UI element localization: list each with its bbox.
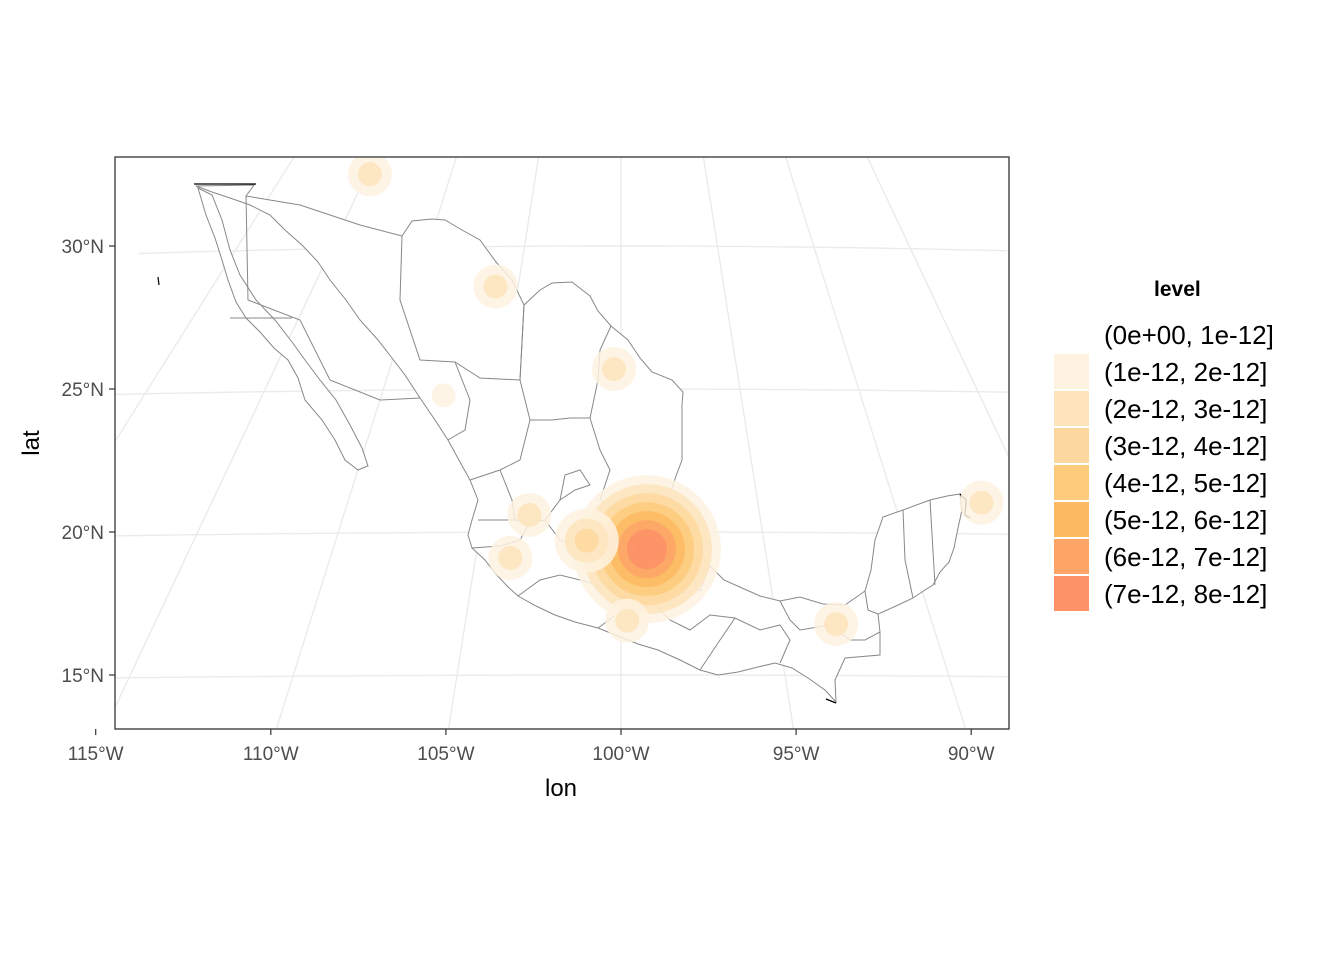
legend-label: (4e-12, 5e-12]	[1104, 468, 1267, 498]
baja-california	[197, 187, 369, 471]
legend-label: (6e-12, 7e-12]	[1104, 542, 1267, 572]
mexico-mainland	[195, 184, 963, 704]
x-axis: 115°W 110°W 105°W 100°W 95°W 90°W	[68, 729, 995, 765]
y-tick-label: 30°N	[62, 237, 104, 258]
density-hotspot	[431, 383, 456, 408]
parallel-line	[0, 818, 1344, 826]
legend: (0e+00, 1e-12] (1e-12, 2e-12] (2e-12, 3e-1…	[1054, 317, 1274, 611]
legend-label: (0e+00, 1e-12]	[1104, 320, 1274, 350]
density-contour	[357, 162, 382, 187]
parallel-line	[251, 103, 917, 111]
legend-swatch	[1054, 539, 1089, 574]
density-hotspot	[473, 264, 518, 309]
x-tick-label: 100°W	[592, 744, 649, 765]
x-tick-label: 105°W	[417, 744, 474, 765]
country-outline-south	[825, 698, 837, 704]
legend-label: (5e-12, 6e-12]	[1104, 505, 1267, 535]
density-hotspot	[554, 508, 619, 573]
density-hotspot	[488, 535, 533, 580]
density-hotspot	[347, 157, 392, 197]
legend-swatch	[1054, 502, 1089, 537]
meridian-line	[866, 157, 1009, 460]
density-contour	[824, 612, 849, 637]
legend-title: level	[1154, 278, 1201, 301]
legend-swatch	[1054, 465, 1089, 500]
legend-label: (1e-12, 2e-12]	[1104, 357, 1267, 387]
density-hotspot	[605, 598, 650, 643]
x-axis-title: lon	[545, 775, 577, 802]
legend-swatch	[1054, 576, 1089, 611]
density-contour	[602, 356, 627, 381]
y-tick-label: 15°N	[62, 666, 104, 687]
meridian-line	[702, 157, 795, 729]
density-hotspot	[572, 475, 721, 624]
density-contour	[969, 490, 994, 515]
legend-label: (2e-12, 3e-12]	[1104, 394, 1267, 424]
density-hotspot	[507, 492, 552, 537]
legend-label: (3e-12, 4e-12]	[1104, 431, 1267, 461]
meridian-line	[784, 157, 967, 729]
y-axis-title: lat	[18, 430, 45, 456]
x-tick-label: 90°W	[948, 744, 995, 765]
density-hotspot	[814, 602, 859, 647]
x-tick-label: 110°W	[243, 744, 299, 765]
x-tick-label: 115°W	[68, 744, 124, 765]
x-tick-label: 95°W	[773, 744, 820, 765]
density-hotspot	[959, 480, 1004, 525]
parallel-line	[138, 245, 1008, 255]
island-guadalupe	[157, 276, 160, 286]
density-contour	[431, 383, 456, 408]
meridian-line	[275, 157, 458, 729]
legend-swatch	[1054, 354, 1089, 389]
legend-swatch	[1054, 428, 1089, 463]
density-contour	[574, 528, 599, 553]
density-layer	[347, 157, 1004, 647]
parallel-line	[115, 674, 1009, 679]
panel-border	[114, 156, 1010, 730]
y-axis: 30°N 25°N 20°N 15°N	[62, 237, 115, 687]
density-contour	[615, 608, 640, 633]
density-contour	[517, 502, 542, 527]
legend-label: (7e-12, 8e-12]	[1104, 579, 1267, 609]
legend-swatch	[1054, 391, 1089, 426]
density-contour	[498, 545, 523, 570]
density-contour	[635, 538, 658, 561]
density-hotspot	[592, 346, 637, 391]
legend-swatch	[1054, 317, 1089, 352]
density-contour	[483, 274, 508, 299]
y-tick-label: 20°N	[62, 523, 104, 544]
meridian-line	[115, 157, 376, 709]
y-tick-label: 25°N	[62, 380, 104, 401]
